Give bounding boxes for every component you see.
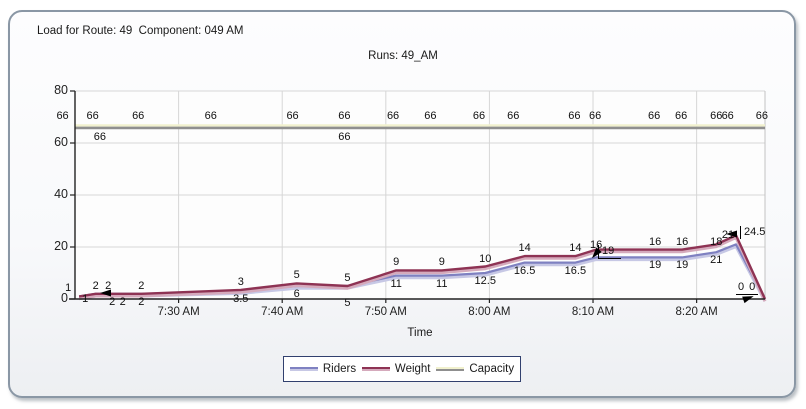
y-axis-tick-label: 80 (54, 83, 68, 97)
weight-callout-label: 24.5 (740, 226, 767, 239)
capacity-value-label: 66 (588, 110, 602, 123)
weight-point-label: 21 (710, 254, 723, 267)
weight-point-label: 19 (649, 259, 662, 272)
capacity-value-label: 66 (338, 131, 351, 144)
capacity-line-swatch (436, 367, 465, 371)
legend-label-weight: Weight (394, 363, 431, 375)
weight-callout-label: 19 (598, 245, 622, 259)
riders-point-label: 3 (237, 275, 244, 288)
capacity-value-label: 66 (472, 110, 486, 123)
endpoint-zero-label: 0 0 (736, 281, 759, 295)
capacity-value-label: 66 (755, 110, 769, 123)
weight-point-label: 2 (138, 295, 145, 308)
legend: Riders Weight Capacity (283, 356, 521, 382)
weight-point-label: 1 (82, 293, 89, 306)
capacity-value-label: 66 (507, 110, 520, 123)
capacity-value-label: 66 (721, 110, 734, 123)
riders-point-label: 16 (649, 235, 662, 248)
capacity-value-label: 66 (568, 110, 581, 123)
x-axis-tick-label: 8:10 AM (571, 306, 615, 318)
x-axis-tick-label: 7:30 AM (157, 306, 200, 318)
y-axis-tick-label: 60 (54, 135, 68, 149)
riders-point-label: 16 (675, 235, 689, 248)
weight-point-label: 19 (675, 259, 689, 272)
legend-item-weight: Weight (361, 363, 431, 375)
legend-item-capacity: Capacity (436, 363, 514, 375)
weight-point-label: 12.5 (474, 275, 496, 287)
x-axis-tick-label: 7:40 AM (261, 306, 304, 318)
capacity-value-label: 66 (674, 110, 688, 123)
weight-point-label: 2 (109, 295, 116, 308)
capacity-value-label: 66 (338, 110, 351, 123)
riders-point-label: 10 (479, 252, 492, 265)
capacity-value-label: 66 (93, 131, 106, 144)
x-axis-tick-label: 7:50 AM (364, 306, 407, 318)
riders-point-label: 16 (590, 238, 603, 251)
capacity-value-label: 66 (86, 110, 99, 123)
y-axis-tick-label: 20 (54, 239, 68, 253)
capacity-value-label: 66 (132, 110, 145, 123)
x-axis-tick-label: 8:20 AM (675, 306, 718, 318)
capacity-value-label: 66 (424, 110, 437, 123)
x-axis-title: Time (407, 327, 433, 339)
capacity-value-label: 66 (286, 110, 299, 123)
legend-label-riders: Riders (322, 363, 357, 375)
weight-point-label: 16.5 (564, 264, 587, 277)
capacity-value-label: 66 (56, 110, 69, 123)
riders-point-label: 2 (105, 279, 112, 292)
weight-point-label: 6 (293, 288, 300, 300)
legend-label-capacity: Capacity (469, 363, 515, 375)
riders-point-label: 5 (344, 272, 351, 284)
capacity-value-label: 66 (648, 110, 661, 123)
weight-point-label: 11 (390, 277, 402, 290)
capacity-value-label: 66 (386, 110, 400, 123)
riders-point-label: 5 (293, 269, 300, 282)
riders-point-label: 14 (518, 242, 531, 255)
weight-line-swatch (361, 367, 390, 371)
weight-point-label: 2 (119, 295, 126, 308)
capacity-value-label: 66 (204, 110, 217, 123)
legend-item-riders: Riders (289, 363, 357, 375)
riders-point-label: 21 (721, 229, 735, 242)
capacity-value-label: 66 (710, 110, 723, 123)
riders-point-label: 1 (65, 282, 72, 295)
y-axis-tick-label: 0 (61, 291, 68, 305)
x-axis-tick-label: 8:00 AM (468, 306, 511, 318)
report-header: Load for Route: 49 Component: 049 AM (37, 25, 244, 37)
weight-point-label: 5 (344, 297, 351, 309)
riders-point-label: 18 (710, 236, 723, 249)
y-axis-tick-label: 40 (54, 187, 68, 201)
riders-line-swatch (289, 367, 318, 371)
riders-point-label: 9 (438, 256, 445, 269)
weight-point-label: 3.5 (233, 293, 249, 306)
riders-point-label: 14 (569, 242, 582, 255)
weight-point-label: 11 (436, 277, 448, 290)
weight-point-label: 16.5 (513, 264, 536, 277)
riders-point-label: 2 (92, 279, 99, 292)
riders-point-label: 9 (393, 256, 400, 269)
chart-title: Runs: 49_AM (368, 50, 438, 62)
riders-point-label: 2 (138, 279, 145, 292)
